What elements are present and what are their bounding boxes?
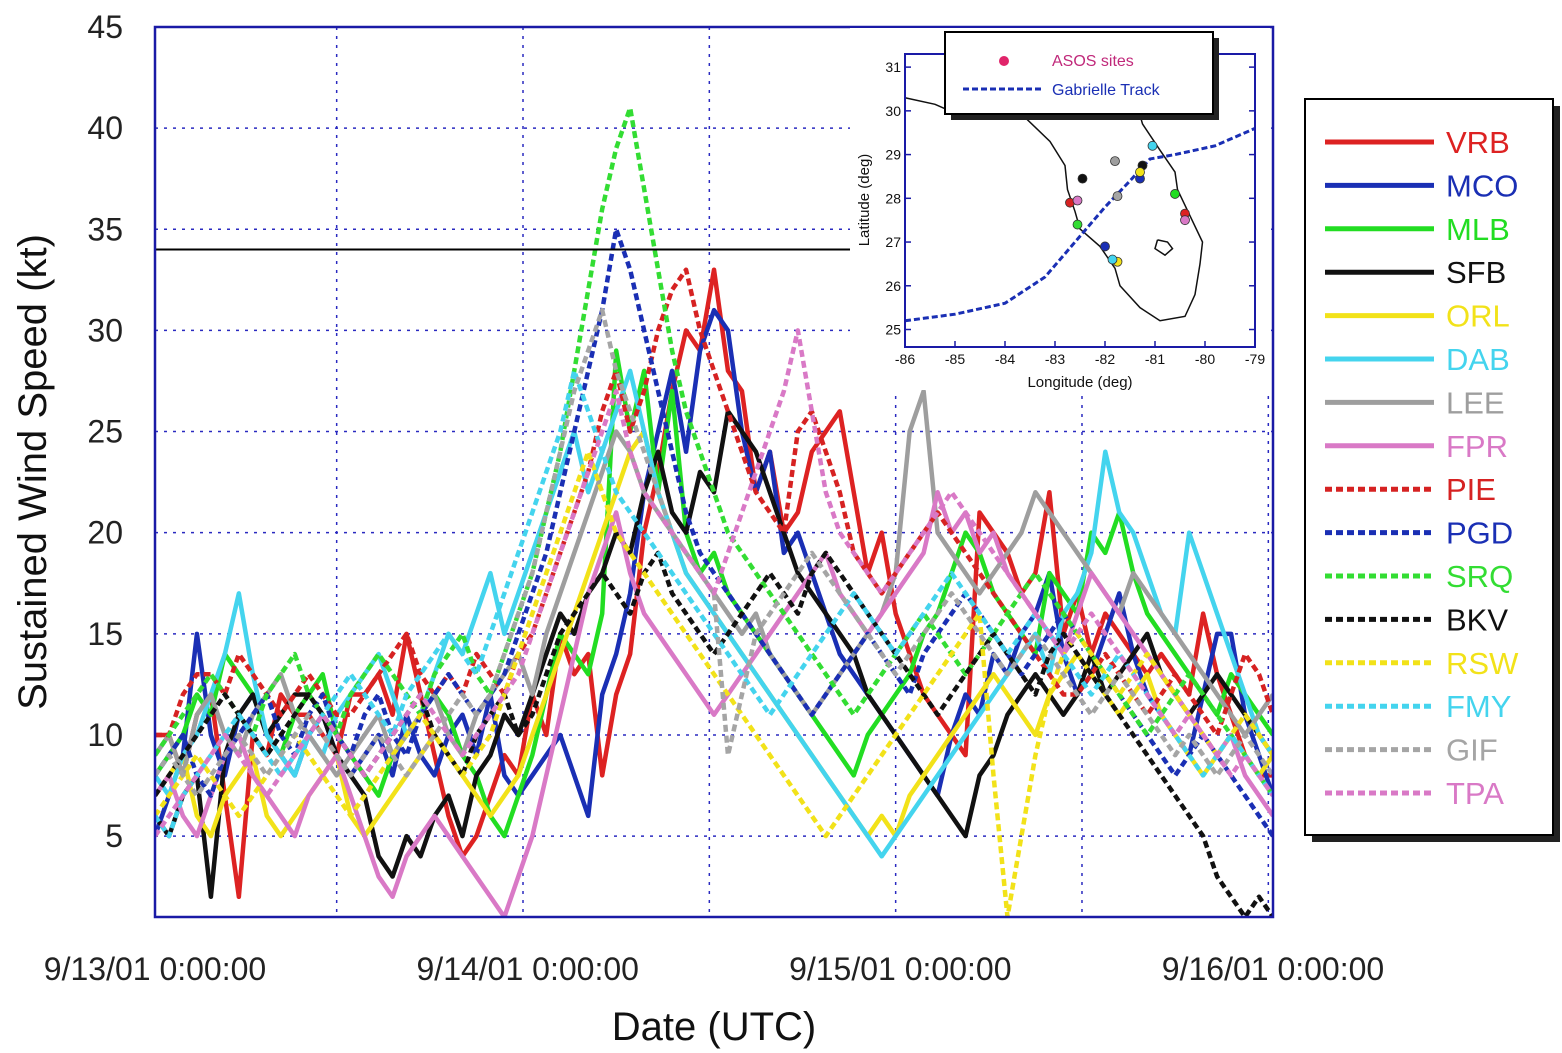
asos-site-marker (999, 56, 1009, 66)
legend-label: GIF (1446, 733, 1498, 768)
asos-site (1077, 173, 1088, 184)
series-pie (155, 267, 1273, 738)
y-axis-title: Sustained Wind Speed (kt) (11, 234, 55, 710)
inset-y-title: Latitude (deg) (856, 154, 873, 247)
inset-x-title: Longitude (deg) (1027, 374, 1132, 391)
inset-x-tick-label: -85 (945, 351, 965, 367)
gabrielle-track (904, 126, 1256, 323)
legend-label: FMY (1446, 689, 1511, 724)
x-axis-title: Date (UTC) (612, 1005, 816, 1049)
y-tick-label: 40 (87, 110, 123, 146)
florida-coastline (904, 58, 1204, 322)
x-tick-label: 9/14/01 0:00:00 (417, 951, 639, 987)
inset-y-tick-label: 26 (885, 278, 901, 294)
inset-map: -86 -85 -84 -83 -82 -81 -80 -79 25262728293031 … (850, 28, 1270, 391)
legend-label: LEE (1446, 385, 1505, 420)
series-fmy (155, 368, 1273, 839)
inset-y-tick-label: 27 (885, 234, 901, 250)
legend: VRB MCO MLB SFB ORL DAB LEE FPR PIE PGD SRQ BKV RSW F… (1304, 98, 1560, 842)
inset-x-ticks: -86 -85 -84 -83 -82 -81 -80 -79 (895, 54, 1265, 367)
inset-y-tick-label: 30 (885, 103, 901, 119)
legend-label: TPA (1446, 776, 1504, 811)
legend-box (1304, 98, 1554, 836)
legend-label: DAB (1446, 342, 1510, 377)
y-tick-label: 25 (87, 414, 123, 450)
series-rsw (155, 449, 1273, 917)
asos-site (1170, 189, 1180, 199)
inset-x-tick-label: -82 (1095, 351, 1115, 367)
asos-site (1135, 167, 1145, 177)
x-axis-ticks: 9/13/01 0:00:00 9/14/01 0:00:00 9/15/01 0:… (44, 951, 1384, 987)
x-tick-label: 9/15/01 0:00:00 (789, 951, 1011, 987)
inset-legend: ASOS sites Gabrielle Track (944, 31, 1219, 120)
inset-y-tick-label: 25 (885, 322, 901, 338)
y-tick-label: 35 (87, 211, 123, 247)
legend-label: MCO (1446, 168, 1518, 203)
series-fpr (155, 489, 1273, 917)
inset-x-tick-label: -83 (1045, 351, 1065, 367)
asos-site (1147, 140, 1158, 151)
y-tick-label: 45 (87, 9, 123, 45)
y-tick-label: 20 (87, 515, 123, 551)
legend-label: PGD (1446, 516, 1513, 551)
inset-y-tick-label: 28 (885, 190, 901, 206)
plot-frame (153, 25, 1275, 919)
asos-site (1107, 254, 1118, 265)
y-tick-label: 15 (87, 616, 123, 652)
x-tick-label: 9/13/01 0:00:00 (44, 951, 266, 987)
inset-x-tick-label: -86 (895, 351, 915, 367)
legend-label: SRQ (1446, 559, 1513, 594)
legend-label: MLB (1446, 212, 1510, 247)
series-tpa (155, 328, 1273, 838)
inset-x-tick-label: -81 (1145, 351, 1165, 367)
legend-label: ORL (1446, 299, 1510, 334)
legend-label: RSW (1446, 646, 1519, 681)
legend-label: VRB (1446, 125, 1510, 160)
lake-okeechobee (1154, 239, 1174, 257)
asos-site (1072, 219, 1083, 230)
inset-y-ticks: 25 26 27 28 29 30 31 (885, 59, 1255, 338)
legend-label: BKV (1446, 602, 1508, 637)
inset-x-tick-label: -80 (1195, 351, 1215, 367)
legend-label: FPR (1446, 429, 1508, 464)
asos-site (1112, 191, 1123, 202)
series-pgd (155, 227, 1273, 838)
inset-x-tick-label: -79 (1245, 351, 1265, 367)
legend-label: PIE (1446, 472, 1496, 507)
x-tick-label: 9/16/01 0:00:00 (1162, 951, 1384, 987)
y-tick-label: 10 (87, 717, 123, 753)
y-tick-label: 5 (105, 818, 123, 854)
inset-y-tick-label: 29 (885, 147, 901, 163)
inset-y-tick-label: 31 (885, 59, 901, 75)
inset-legend-sites: ASOS sites (1052, 53, 1134, 70)
y-tick-label: 30 (87, 312, 123, 348)
asos-site (1100, 241, 1110, 252)
series-vrb (155, 267, 1273, 900)
series-lines (155, 105, 1273, 917)
y-axis-ticks: 5 10 15 20 25 30 35 40 45 (87, 9, 123, 854)
inset-x-tick-label: -84 (995, 351, 1015, 367)
asos-site (1072, 195, 1083, 206)
legend-label: SFB (1446, 255, 1506, 290)
asos-site (1110, 156, 1120, 167)
inset-legend-track: Gabrielle Track (1052, 82, 1161, 99)
asos-site (1180, 215, 1190, 226)
